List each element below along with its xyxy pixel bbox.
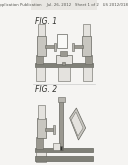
Bar <box>35 148 93 152</box>
Bar <box>37 118 46 138</box>
Text: Patent Application Publication    Jul. 26, 2012   Sheet 1 of 2   US 2012/0186345: Patent Application Publication Jul. 26, … <box>0 3 128 7</box>
Bar <box>58 67 70 81</box>
Polygon shape <box>71 112 83 136</box>
Bar <box>54 43 56 51</box>
Bar <box>73 45 83 48</box>
Bar <box>45 45 55 48</box>
Bar <box>36 55 43 64</box>
Bar <box>60 146 62 150</box>
Bar <box>53 125 55 134</box>
Bar <box>36 67 45 81</box>
Bar <box>83 67 92 81</box>
Bar <box>37 36 46 56</box>
Bar <box>59 100 63 150</box>
Bar <box>72 43 74 51</box>
Bar <box>57 34 67 48</box>
Bar <box>45 128 54 131</box>
Bar <box>36 137 43 149</box>
Bar <box>62 62 65 65</box>
Bar <box>85 55 92 64</box>
Bar <box>38 105 45 119</box>
Bar <box>60 51 67 56</box>
Bar <box>35 156 93 161</box>
Text: FIG. 1: FIG. 1 <box>35 17 57 27</box>
Bar <box>58 97 65 102</box>
Bar <box>35 63 93 67</box>
Bar <box>82 36 91 56</box>
Bar <box>36 152 46 162</box>
Bar <box>31 0 97 10</box>
Polygon shape <box>70 108 86 140</box>
Bar <box>38 24 45 36</box>
Bar <box>56 55 72 64</box>
Bar <box>83 24 90 36</box>
Bar <box>53 143 60 150</box>
Text: FIG. 2: FIG. 2 <box>35 85 57 95</box>
